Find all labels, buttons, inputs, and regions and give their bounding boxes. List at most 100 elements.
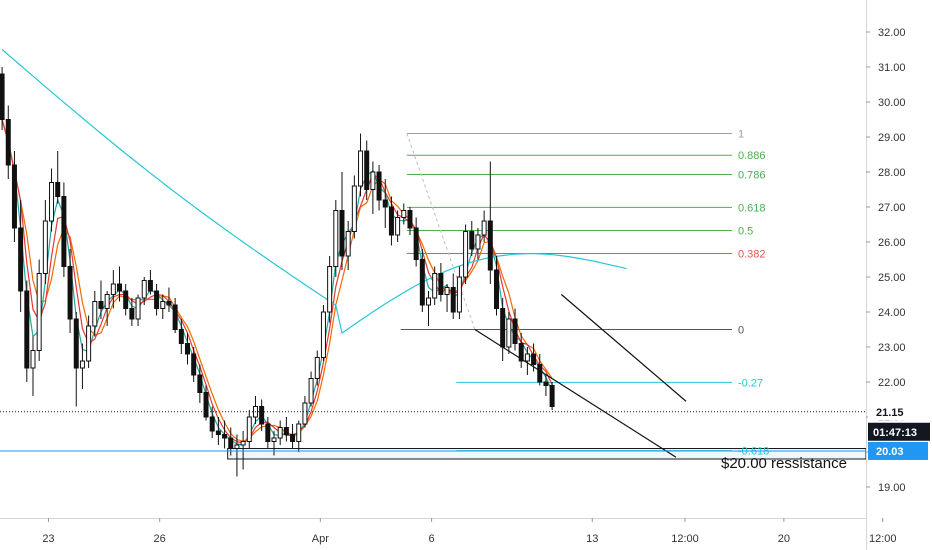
candle-body <box>42 220 48 274</box>
candle-body <box>141 280 147 299</box>
moving-average-line <box>1 119 553 446</box>
horizontal-line-badge-bg <box>868 441 928 460</box>
candle-body <box>5 119 11 166</box>
moving-averages <box>1 49 627 446</box>
candle-body <box>11 164 17 229</box>
candle-body <box>30 350 36 369</box>
resistance-annotation[interactable]: $20.00 ressistance <box>721 455 847 472</box>
candle-body <box>543 381 549 386</box>
candle-body <box>73 318 79 369</box>
price-tick-label: 23.00 <box>878 342 906 354</box>
candle-body <box>240 441 246 446</box>
date-tick-label: 23 <box>42 533 54 545</box>
candle-body <box>166 301 172 306</box>
candle-body <box>61 196 67 267</box>
date-tick-label: 12:00 <box>671 533 699 545</box>
candle-body <box>487 220 493 271</box>
candle-body <box>296 423 302 442</box>
candle-body <box>36 273 42 351</box>
candle-body <box>117 283 123 292</box>
fib-level-label: 0.618 <box>738 202 766 214</box>
candle-body <box>191 353 197 376</box>
date-tick-label: Apr <box>312 533 329 545</box>
candle-body <box>246 416 252 442</box>
fib-level-label: 0.886 <box>738 150 766 162</box>
fib-level-label: -0.27 <box>738 377 763 389</box>
candle-body <box>339 210 345 257</box>
candle-body <box>432 273 438 299</box>
fib-level-label: 0.786 <box>738 169 766 181</box>
candle-body <box>370 171 376 190</box>
candle-body <box>382 199 388 208</box>
candle-body <box>197 374 203 393</box>
candle-body <box>271 437 277 442</box>
price-badges: 21.15 01:47:13 20.03 <box>868 402 930 460</box>
candle-body <box>154 290 160 309</box>
candle-body <box>419 259 425 306</box>
candle-body <box>481 220 487 236</box>
candle-body <box>376 171 382 201</box>
candle-body <box>55 182 61 197</box>
candle-body <box>160 301 166 309</box>
candle-body <box>450 287 456 313</box>
candle-body <box>531 353 537 365</box>
candle-body <box>172 304 178 330</box>
candle-body <box>500 308 506 348</box>
candle-body <box>86 325 92 362</box>
lower-trendline[interactable] <box>474 328 677 458</box>
price-tick-label: 24.00 <box>878 307 906 319</box>
candle-body <box>290 434 296 442</box>
candle-body <box>98 301 104 309</box>
candle-body <box>524 353 530 362</box>
trendlines[interactable] <box>474 294 687 458</box>
current-price-badge-bg <box>868 402 928 421</box>
price-lines[interactable] <box>0 411 866 452</box>
countdown-badge: 01:47:13 <box>873 427 917 439</box>
fibonacci-retracement[interactable]: 1 0.886 0.786 0.618 0.5 0.382 0 -0.27 -0.618 <box>400 129 770 458</box>
candle-body <box>438 273 444 295</box>
price-tick-label: 27.00 <box>878 202 906 214</box>
candle-body <box>351 185 357 232</box>
candle-body <box>456 276 462 313</box>
price-tick-label: 29.00 <box>878 132 906 144</box>
candle-body <box>549 385 555 407</box>
candle-body <box>444 287 450 295</box>
fib-anchor-line[interactable] <box>406 133 476 330</box>
fib-level-label: 0 <box>738 325 744 337</box>
candle-body <box>388 206 394 236</box>
price-axis[interactable]: 19.0020.0021.0022.0023.0024.0025.0026.00… <box>866 0 906 550</box>
price-tick-label: 22.00 <box>878 377 906 389</box>
moving-average-line <box>1 119 553 443</box>
upper-trendline[interactable] <box>560 294 687 402</box>
date-tick-label: 12:00 <box>869 533 897 545</box>
candle-body <box>203 392 209 418</box>
candle-body <box>314 357 320 379</box>
time-axis[interactable]: 23 26 Apr 6 13 12:00 20 12:00 <box>0 518 897 545</box>
candle-body <box>283 427 289 435</box>
current-price-badge: 21.15 <box>876 407 904 419</box>
candle-body <box>327 266 333 313</box>
candle-body <box>178 329 184 344</box>
date-tick-label: 20 <box>778 533 790 545</box>
candle-body <box>358 150 364 187</box>
candle-body <box>228 437 234 449</box>
price-tick-label: 25.00 <box>878 272 906 284</box>
date-tick-label: 6 <box>429 533 435 545</box>
candle-body <box>395 217 401 236</box>
candle-body <box>493 269 499 309</box>
candle-body <box>18 227 24 292</box>
candle-body <box>110 283 116 295</box>
candle-body <box>407 210 413 229</box>
horizontal-line-badge: 20.03 <box>876 446 904 458</box>
candle-body <box>104 294 110 309</box>
price-tick-label: 26.00 <box>878 237 906 249</box>
candle-body <box>426 297 432 306</box>
long-moving-average-line <box>1 49 627 335</box>
fib-level-label: 0.5 <box>738 225 753 237</box>
price-tick-label: 32.00 <box>878 27 906 39</box>
date-tick-label: 26 <box>154 533 166 545</box>
date-tick-label: 13 <box>586 533 598 545</box>
candle-body <box>345 231 351 257</box>
candle-body <box>129 308 135 320</box>
